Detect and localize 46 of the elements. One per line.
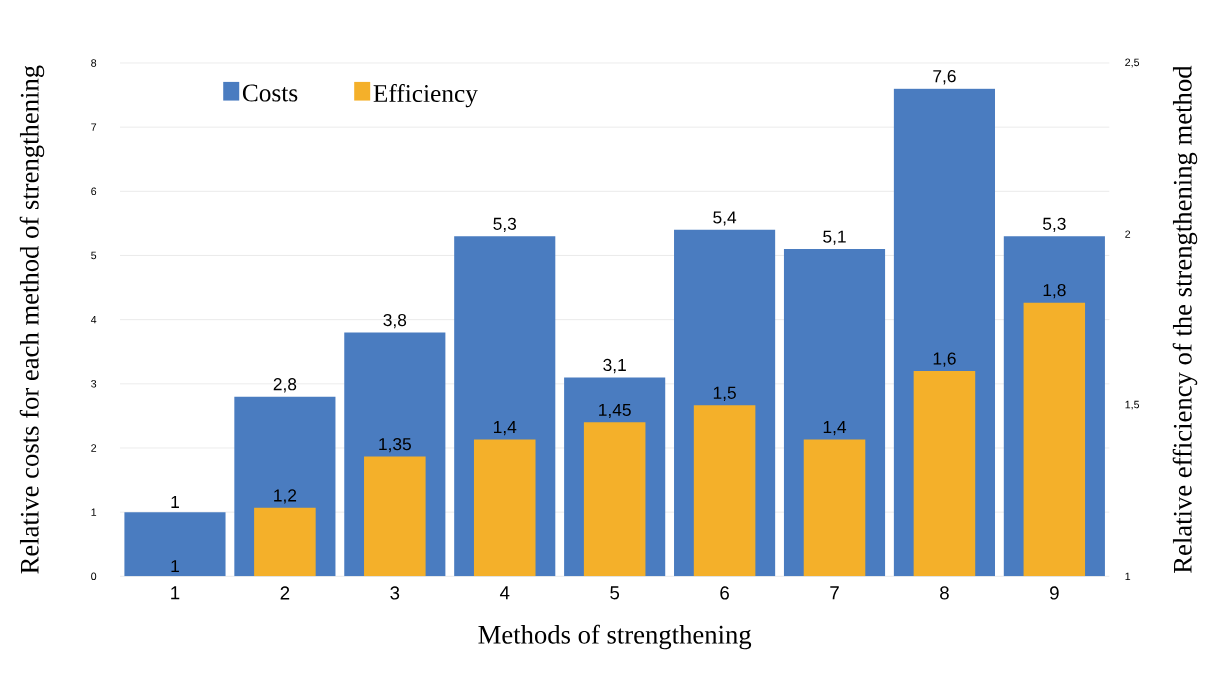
y-tick-label: 8	[91, 59, 97, 67]
x-tick-label: 4	[499, 586, 510, 600]
y2-tick-label: 2	[1125, 230, 1131, 238]
x-tick-label: 8	[940, 586, 949, 600]
legend-label: Costs	[242, 84, 298, 102]
x-tick-label: 6	[720, 586, 729, 600]
data-label: 5,3	[1043, 217, 1066, 232]
x-tick-label: 5	[610, 586, 620, 600]
x-tick-label: 1	[171, 586, 180, 600]
data-label: 1	[171, 495, 179, 508]
data-label: 2,8	[273, 378, 297, 393]
x-axis-title: Methods of strengthening	[478, 624, 752, 650]
y-tick-label: 0	[91, 572, 97, 581]
y-tick-label: 1	[91, 508, 97, 516]
y-tick-label: 3	[91, 380, 97, 388]
y2-tick-label: 2,5	[1125, 58, 1140, 68]
y-tick-label: 5	[91, 251, 97, 260]
data-label: 1,8	[1043, 283, 1066, 299]
bar	[124, 512, 226, 577]
data-label: 1,6	[933, 352, 956, 367]
x-tick-label: 7	[830, 586, 839, 600]
y-tick-label: 7	[91, 123, 97, 131]
y-tick-label: 4	[90, 315, 97, 324]
y2-tick-label: 1	[1125, 572, 1131, 580]
data-label: 1,45	[599, 403, 631, 419]
data-label: 1,4	[494, 421, 517, 436]
data-label: 1,2	[274, 489, 297, 504]
x-tick-label: 3	[390, 586, 400, 600]
data-label: 1,35	[379, 437, 411, 453]
data-label: 7,6	[933, 70, 956, 85]
legend-label: Efficiency	[373, 83, 478, 108]
data-label: 5,4	[713, 211, 737, 226]
data-label: 1,5	[713, 386, 736, 401]
data-label: 1	[171, 560, 179, 573]
data-label: 3,8	[383, 313, 407, 329]
data-label: 5,3	[493, 217, 517, 232]
x-tick-label: 9	[1050, 586, 1059, 600]
y2-axis-title: Relative efficiency of the strengthening method	[1172, 65, 1198, 573]
data-label: 1,4	[823, 421, 847, 436]
y2-tick-label: 1,5	[1125, 400, 1140, 410]
y-tick-label: 2	[91, 444, 97, 452]
x-tick-label: 2	[280, 586, 290, 600]
y-axis-title: Relative costs for each method of strengthening	[19, 65, 45, 574]
data-label: 3,1	[603, 358, 626, 374]
data-label: 5,1	[823, 230, 846, 245]
y-tick-label: 6	[91, 187, 97, 196]
